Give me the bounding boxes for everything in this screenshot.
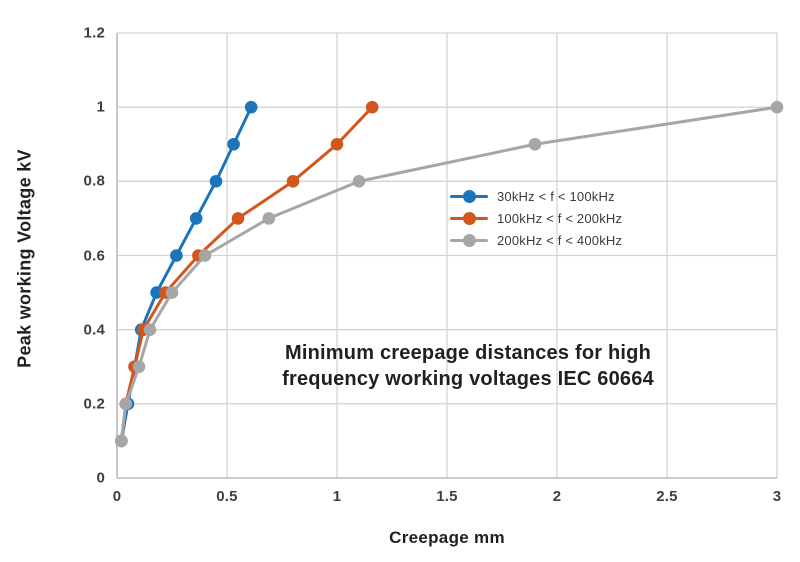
- series-line-1: [119, 106, 374, 442]
- y-tick-label: 0.2: [83, 395, 105, 413]
- y-tick-label: 0.6: [83, 247, 105, 264]
- series-point-2: [165, 286, 179, 299]
- series-point-2: [528, 137, 542, 151]
- series-point-2: [352, 175, 366, 188]
- legend-marker-icon: [450, 189, 488, 203]
- series-point-2: [770, 100, 784, 114]
- x-tick-label: 1: [332, 488, 342, 505]
- chart-title-line-1: Minimum creepage distances for high: [285, 342, 651, 364]
- series-point-0: [150, 286, 163, 299]
- series-point-0: [244, 100, 258, 114]
- x-tick-label: 2: [552, 488, 562, 505]
- legend-dot: [463, 211, 476, 225]
- y-tick-label: 0.8: [83, 172, 105, 190]
- series-point-1: [330, 137, 344, 151]
- legend-marker-icon: [450, 233, 488, 247]
- series-point-2: [198, 249, 212, 262]
- series-point-2: [115, 434, 128, 448]
- series-point-2: [143, 323, 157, 336]
- x-tick-label: 1.5: [436, 488, 458, 505]
- series-point-0: [189, 212, 203, 225]
- series-point-2: [132, 360, 146, 374]
- legend-item-2: 200kHz < f < 400kHz: [450, 229, 622, 251]
- legend-dot: [463, 233, 476, 247]
- series-point-0: [170, 249, 183, 262]
- legend-label: 30kHz < f < 100kHz: [497, 188, 615, 204]
- legend-label: 200kHz < f < 400kHz: [497, 232, 623, 248]
- x-tick-label: 3: [772, 488, 782, 505]
- legend-dot: [463, 189, 476, 203]
- legend-label: 100kHz < f < 200kHz: [497, 210, 623, 226]
- y-tick-label: 1: [96, 98, 105, 116]
- x-tick-label: 2.5: [656, 488, 678, 505]
- legend-item-0: 30kHz < f < 100kHz: [450, 185, 622, 207]
- y-tick-label: 1.2: [83, 24, 105, 42]
- legend: 30kHz < f < 100kHz 100kHz < f < 200kHz 200…: [450, 185, 622, 251]
- y-axis-title: Peak working Voltage kV: [14, 149, 35, 368]
- series-point-0: [209, 175, 223, 188]
- x-tick-label: 0: [112, 488, 122, 505]
- y-tick-label: 0: [96, 469, 105, 487]
- series-point-1: [231, 212, 245, 225]
- legend-item-1: 100kHz < f < 200kHz: [450, 207, 622, 229]
- series-point-2: [262, 212, 276, 225]
- x-tick-label: 0.5: [216, 488, 238, 505]
- series-point-1: [286, 175, 300, 188]
- series-point-0: [227, 137, 240, 151]
- x-axis-title: Creepage mm: [389, 528, 505, 547]
- series-line-2: [119, 105, 778, 442]
- chart-title-annotation: Minimum creepage distances for high freq…: [228, 340, 708, 392]
- series-point-1: [365, 100, 379, 114]
- series-point-2: [119, 397, 133, 411]
- y-tick-label: 0.4: [83, 321, 105, 339]
- legend-marker-icon: [450, 211, 488, 225]
- chart-title-line-2: frequency working voltages IEC 60664: [282, 368, 654, 390]
